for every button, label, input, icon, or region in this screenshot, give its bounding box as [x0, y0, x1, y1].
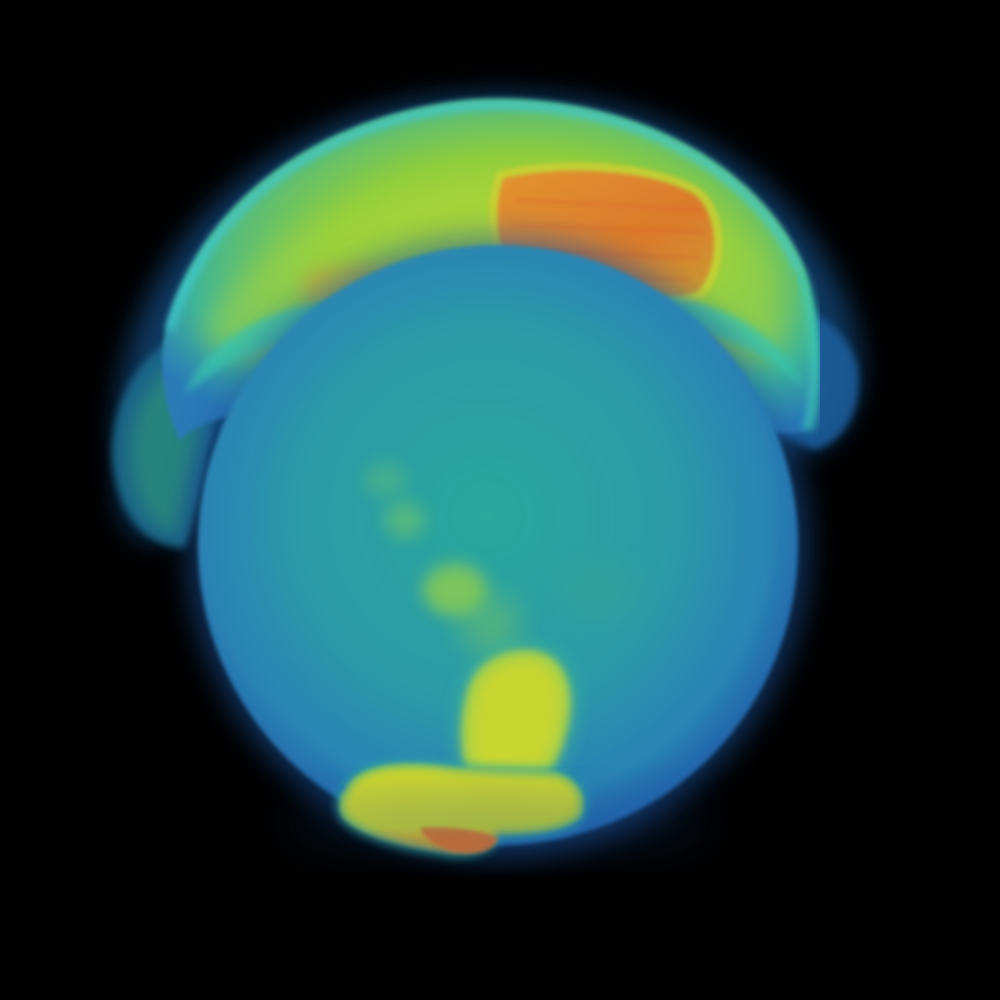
sphere-shadow — [288, 790, 708, 850]
faint-blob-4 — [460, 595, 520, 655]
cap-rim — [165, 99, 805, 332]
cap-right-rim — [794, 269, 823, 432]
faint-blob-1 — [363, 462, 407, 498]
faint-blob-5 — [560, 560, 640, 620]
plume-stem-glow — [454, 643, 577, 787]
lower-sphere — [198, 245, 798, 845]
faint-blob-2 — [385, 502, 425, 538]
plume-stem — [460, 649, 571, 780]
